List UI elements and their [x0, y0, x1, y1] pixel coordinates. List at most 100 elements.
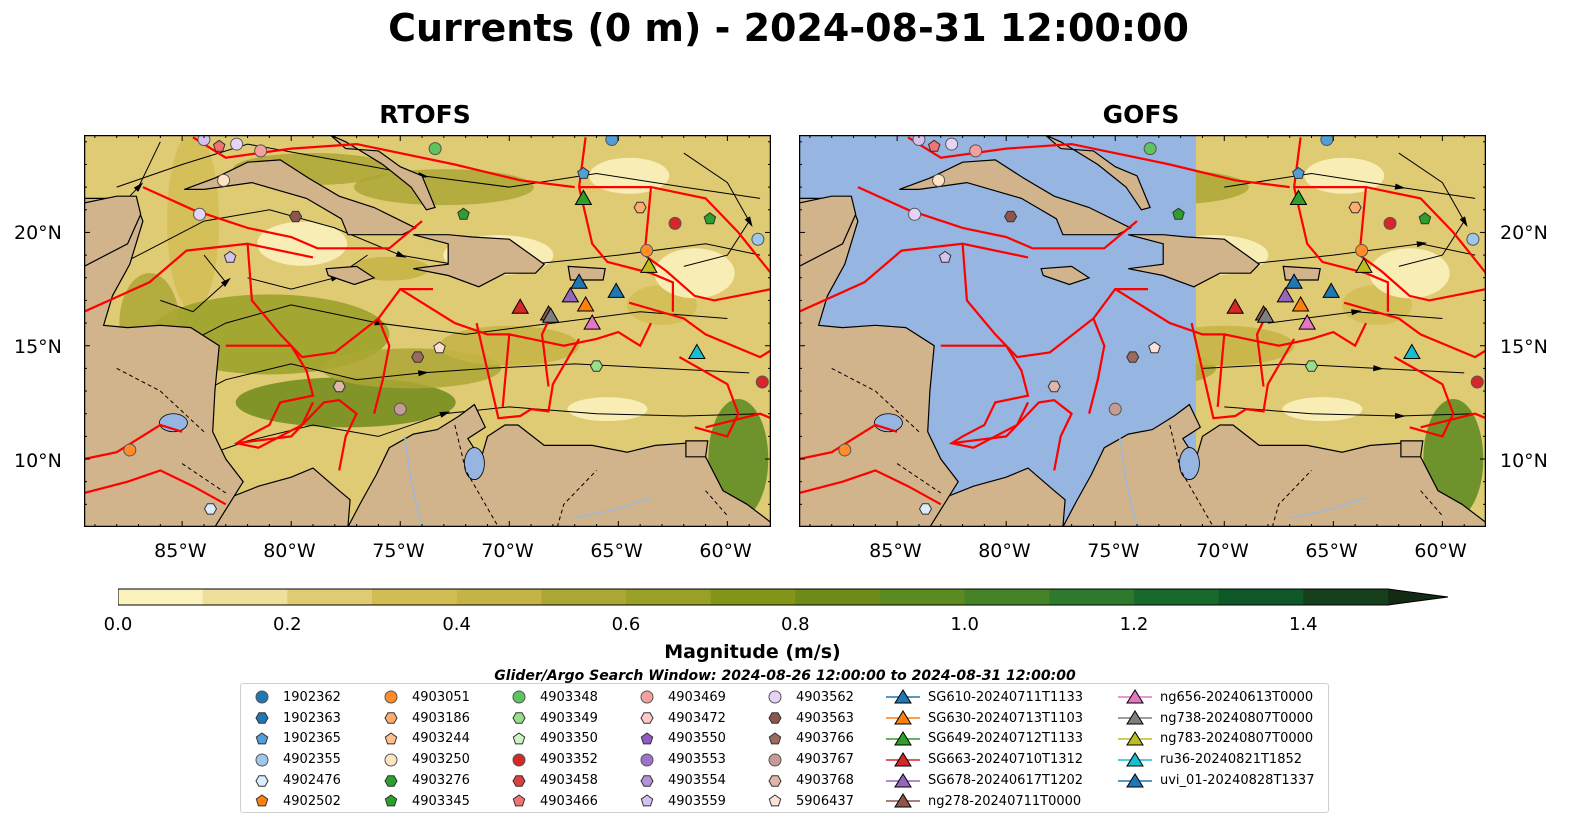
argo-float-marker — [838, 443, 852, 457]
argo-float-marker — [1304, 360, 1319, 372]
legend-item: 4903345 — [378, 791, 470, 812]
glider-marker — [1322, 282, 1341, 298]
legend-item: 4903352 — [506, 749, 598, 770]
eez-boundary — [84, 242, 314, 313]
eez-boundary — [940, 344, 1030, 449]
legend-label: 4903472 — [668, 710, 726, 726]
argo-float-marker — [1320, 135, 1334, 147]
glider-marker — [541, 307, 560, 323]
colorbar-bin — [964, 589, 1050, 605]
legend-item: 4903550 — [634, 729, 726, 750]
argo-float-marker — [751, 232, 765, 246]
legend-marker — [640, 732, 654, 745]
legend-marker — [255, 774, 269, 787]
land-mass — [799, 135, 857, 268]
legend-column: 4903051 4903186 4903244 4903250 4903276 49033… — [378, 687, 470, 812]
colorbar-bin — [202, 589, 288, 605]
legend-item: ng656-20240613T0000 — [1118, 687, 1314, 708]
legend-item: 1902362 — [249, 687, 341, 708]
legend-label: 4903562 — [796, 689, 854, 705]
argo-float-marker — [1355, 244, 1369, 258]
eez-boundary — [799, 242, 1029, 313]
land-mass — [84, 135, 351, 527]
lat-tick-20n-left: 20°N — [14, 222, 62, 244]
legend-label: 4902502 — [283, 793, 341, 809]
legend-label: 1902362 — [283, 689, 341, 705]
legend-float-symbol — [255, 753, 269, 767]
eez-boundary — [399, 288, 652, 348]
legend-label: 4903352 — [540, 752, 598, 768]
legend-marker — [768, 690, 782, 704]
colorbar-bin — [710, 589, 796, 605]
legend-float-symbol — [512, 774, 526, 787]
legend-float-symbol — [384, 774, 398, 787]
legend-item: 4903767 — [762, 749, 854, 770]
legend-item: 4903553 — [634, 749, 726, 770]
legend-item: SG678-20240617T1202 — [886, 770, 1083, 791]
argo-float-marker — [640, 244, 654, 258]
lon-tick-rtofs: 75°W — [372, 540, 425, 562]
legend-glider-symbol — [886, 772, 920, 788]
legend-item: SG649-20240712T1133 — [886, 729, 1083, 750]
legend-float-symbol — [512, 712, 526, 724]
legend-marker — [512, 753, 526, 767]
map-panel-rtofs[interactable] — [84, 135, 771, 527]
glider-marker — [583, 314, 602, 330]
land-mass — [685, 440, 709, 458]
lon-tick-gofs: 65°W — [1305, 540, 1358, 562]
legend-glider-symbol — [886, 689, 920, 704]
legend-label: 4903550 — [668, 731, 726, 747]
legend-float-symbol — [255, 774, 269, 787]
legend-label: 4903466 — [540, 793, 598, 809]
argo-float-marker — [1383, 216, 1397, 230]
colorbar-label: Magnitude (m/s) — [664, 641, 841, 663]
colorbar-tick-label: 1.0 — [950, 614, 979, 635]
legend-marker — [768, 794, 782, 807]
glider-marker — [640, 257, 658, 273]
legend-glider-symbol — [1118, 731, 1152, 746]
argo-float-marker — [254, 144, 268, 158]
eez-boundary — [1114, 288, 1367, 348]
legend-float-symbol — [255, 732, 269, 745]
land-mass — [1128, 234, 1261, 288]
legend-label: 4903766 — [796, 731, 854, 747]
legend-float-symbol — [384, 753, 398, 767]
figure-title: Currents (0 m) - 2024-08-31 12:00:00 — [388, 6, 1189, 50]
legend-float-symbol — [512, 690, 526, 704]
legend-item: SG610-20240711T1133 — [886, 687, 1083, 708]
eez-boundary — [678, 356, 740, 438]
eez-boundary — [1393, 356, 1455, 438]
legend-float-symbol — [640, 712, 654, 724]
argo-float-marker — [411, 351, 425, 363]
legend-marker — [640, 753, 654, 767]
glider-marker — [607, 282, 626, 298]
legend-glider-symbol — [1118, 772, 1152, 788]
colorbar-bin — [1134, 589, 1220, 605]
colorbar-bin — [541, 589, 627, 605]
eez-boundary — [577, 137, 674, 312]
legend-float-symbol — [768, 774, 782, 787]
legend-item: 4903563 — [762, 708, 854, 729]
land-mass — [1040, 265, 1091, 286]
legend-marker — [255, 690, 269, 704]
legend-item: 4903562 — [762, 687, 854, 708]
eez-boundary — [579, 186, 771, 274]
map-panel-gofs[interactable] — [799, 135, 1486, 527]
streamline — [1246, 243, 1476, 265]
legend-item: 4903466 — [506, 791, 598, 812]
eez-boundary — [961, 243, 1148, 359]
colorbar-tick-label: 1.4 — [1289, 614, 1318, 635]
land-mass — [1282, 265, 1321, 281]
streamline — [1224, 172, 1476, 199]
legend-marker — [768, 732, 782, 745]
argo-float-marker — [1470, 375, 1484, 389]
colorbar-bin — [626, 589, 712, 605]
legend-label: 4903276 — [412, 773, 470, 789]
land-mass — [347, 403, 771, 527]
lon-tick-gofs: 70°W — [1196, 540, 1249, 562]
colorbar-bin — [287, 589, 373, 605]
legend-marker — [640, 712, 654, 724]
legend-float-symbol — [255, 794, 269, 807]
legend-marker — [512, 712, 526, 724]
legend-marker — [640, 774, 654, 787]
